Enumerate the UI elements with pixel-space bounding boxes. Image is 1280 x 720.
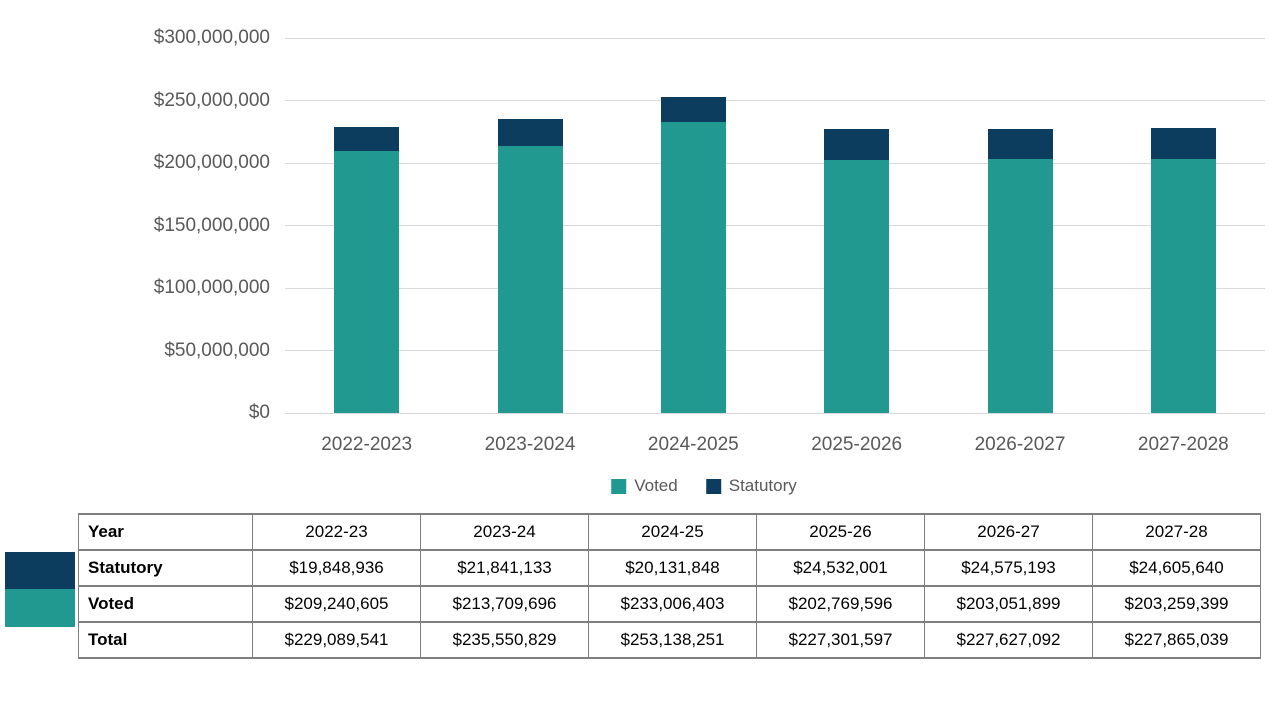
x-tick-label: 2025-2026	[811, 434, 903, 455]
voted-color-swatch	[5, 589, 75, 627]
gridline	[285, 350, 1265, 351]
table-value-cell: $235,550,829	[420, 621, 589, 659]
table-value-cell: $24,532,001	[756, 549, 925, 587]
table-value-cell: $24,575,193	[924, 549, 1093, 587]
gridline	[285, 412, 1265, 414]
table-header-cell: 2025-26	[756, 513, 925, 551]
table-value-cell: $227,301,597	[756, 621, 925, 659]
table-row-total: Total $229,089,541 $235,550,829 $253,138,25…	[78, 621, 1261, 659]
bar-segment-voted	[334, 151, 400, 413]
legend-label: Statutory	[728, 476, 797, 495]
stacked-bar-2026-2027	[987, 128, 1053, 413]
bar-segment-statutory	[824, 128, 890, 160]
table-value-cell: $203,051,899	[924, 585, 1093, 623]
y-tick-label: $200,000,000	[153, 152, 270, 173]
bar-segment-voted	[660, 121, 726, 413]
table-value-cell: $253,138,251	[588, 621, 757, 659]
gridline	[285, 37, 1265, 39]
table-header-year: Year	[78, 513, 253, 551]
chart-legend: Voted Statutory	[611, 476, 797, 496]
y-tick-label: $250,000,000	[153, 89, 270, 111]
data-table: Year 2022-23 2023-24 2024-25 2025-26 2026-27 2…	[78, 513, 1261, 659]
table-value-cell: $233,006,403	[588, 585, 757, 623]
legend-item-voted: Voted	[611, 476, 678, 496]
table-header-cell: 2022-23	[252, 513, 421, 551]
row-label: Total	[78, 621, 253, 659]
table-header-cell: 2024-25	[588, 513, 757, 551]
table-body: Statutory $19,848,936 $21,841,133 $20,131,8…	[78, 549, 1261, 659]
gridline	[285, 162, 1265, 164]
y-tick-label: $100,000,000	[153, 277, 270, 298]
table-value-cell: $227,627,092	[924, 621, 1093, 659]
row-label: Voted	[78, 585, 253, 623]
bar-segment-voted	[497, 145, 563, 413]
bar-segment-voted	[1150, 158, 1216, 413]
table-value-cell: $227,865,039	[1092, 621, 1261, 659]
gridline	[285, 225, 1265, 226]
table-value-cell: $203,259,399	[1092, 585, 1261, 623]
table-row-statutory: Statutory $19,848,936 $21,841,133 $20,131,8…	[78, 549, 1261, 587]
table-value-cell: $209,240,605	[252, 585, 421, 623]
table-value-cell: $229,089,541	[252, 621, 421, 659]
y-axis: $0 $50,000,000 $100,000,000 $150,000,000 $20…	[90, 27, 270, 423]
bar-segment-voted	[824, 159, 890, 413]
table-row-voted: Voted $209,240,605 $213,709,696 $233,006,40…	[78, 585, 1261, 623]
y-tick-label: $300,000,000	[153, 27, 270, 48]
y-tick-label: $0	[248, 402, 270, 423]
stacked-bar-2024-2025	[660, 96, 726, 413]
y-tick-label: $150,000,000	[153, 214, 270, 236]
table-value-cell: $20,131,848	[588, 549, 757, 587]
bar-segment-statutory	[1150, 128, 1216, 159]
row-label: Statutory	[78, 549, 253, 587]
table-header-cell: 2027-28	[1092, 513, 1261, 551]
gridline	[285, 100, 1265, 101]
bar-segment-voted	[987, 159, 1053, 413]
x-tick-label: 2026-2027	[974, 434, 1066, 455]
table-value-cell: $202,769,596	[756, 585, 925, 623]
gridline	[285, 287, 1265, 289]
table-value-cell: $19,848,936	[252, 549, 421, 587]
x-tick-label: 2022-2023	[321, 434, 413, 455]
bar-segment-statutory	[660, 96, 726, 122]
stacked-bar-2023-2024	[497, 118, 563, 413]
stacked-bar-2022-2023	[334, 126, 400, 413]
table-header-row: Year 2022-23 2023-24 2024-25 2025-26 2026-27 2…	[78, 513, 1261, 551]
stacked-bar-2025-2026	[824, 128, 890, 413]
x-axis: 2022-2023 2023-2024 2024-2025 2025-2026 2026…	[285, 434, 1265, 462]
table-header-cell: 2026-27	[924, 513, 1093, 551]
plot-area	[285, 37, 1265, 414]
legend-item-statutory: Statutory	[705, 476, 797, 496]
x-tick-label: 2027-2028	[1137, 434, 1229, 455]
statutory-color-swatch	[5, 552, 75, 589]
table-header-cell: 2023-24	[420, 513, 589, 551]
y-tick-label: $50,000,000	[164, 339, 270, 361]
table-value-cell: $21,841,133	[420, 549, 589, 587]
x-tick-label: 2024-2025	[647, 434, 739, 455]
x-tick-label: 2023-2024	[484, 434, 576, 455]
stacked-bar-2027-2028	[1150, 128, 1216, 413]
bar-segment-statutory	[497, 118, 563, 146]
legend-swatch-icon	[611, 478, 627, 494]
bar-segment-statutory	[334, 126, 400, 152]
table-value-cell: $213,709,696	[420, 585, 589, 623]
bar-segment-statutory	[987, 128, 1053, 160]
legend-swatch-icon	[705, 478, 721, 494]
legend-label: Voted	[634, 476, 678, 495]
table-value-cell: $24,605,640	[1092, 549, 1261, 587]
